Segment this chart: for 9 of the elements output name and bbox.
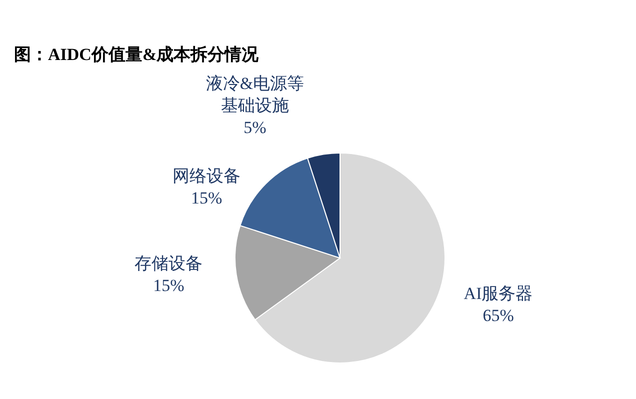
data-label: 15% [153,276,184,295]
data-label: 65% [482,306,514,325]
chart-title: 图：AIDC价值量&成本拆分情况 [14,45,260,64]
data-label: 5% [244,118,266,137]
slice-label: 存储设备 [134,254,203,273]
slice-label: AI服务器 [464,284,533,303]
slice-label: 网络设备 [172,166,241,186]
slice-label: 液冷&电源等基础设施 [206,74,304,115]
data-label: 15% [190,188,222,208]
